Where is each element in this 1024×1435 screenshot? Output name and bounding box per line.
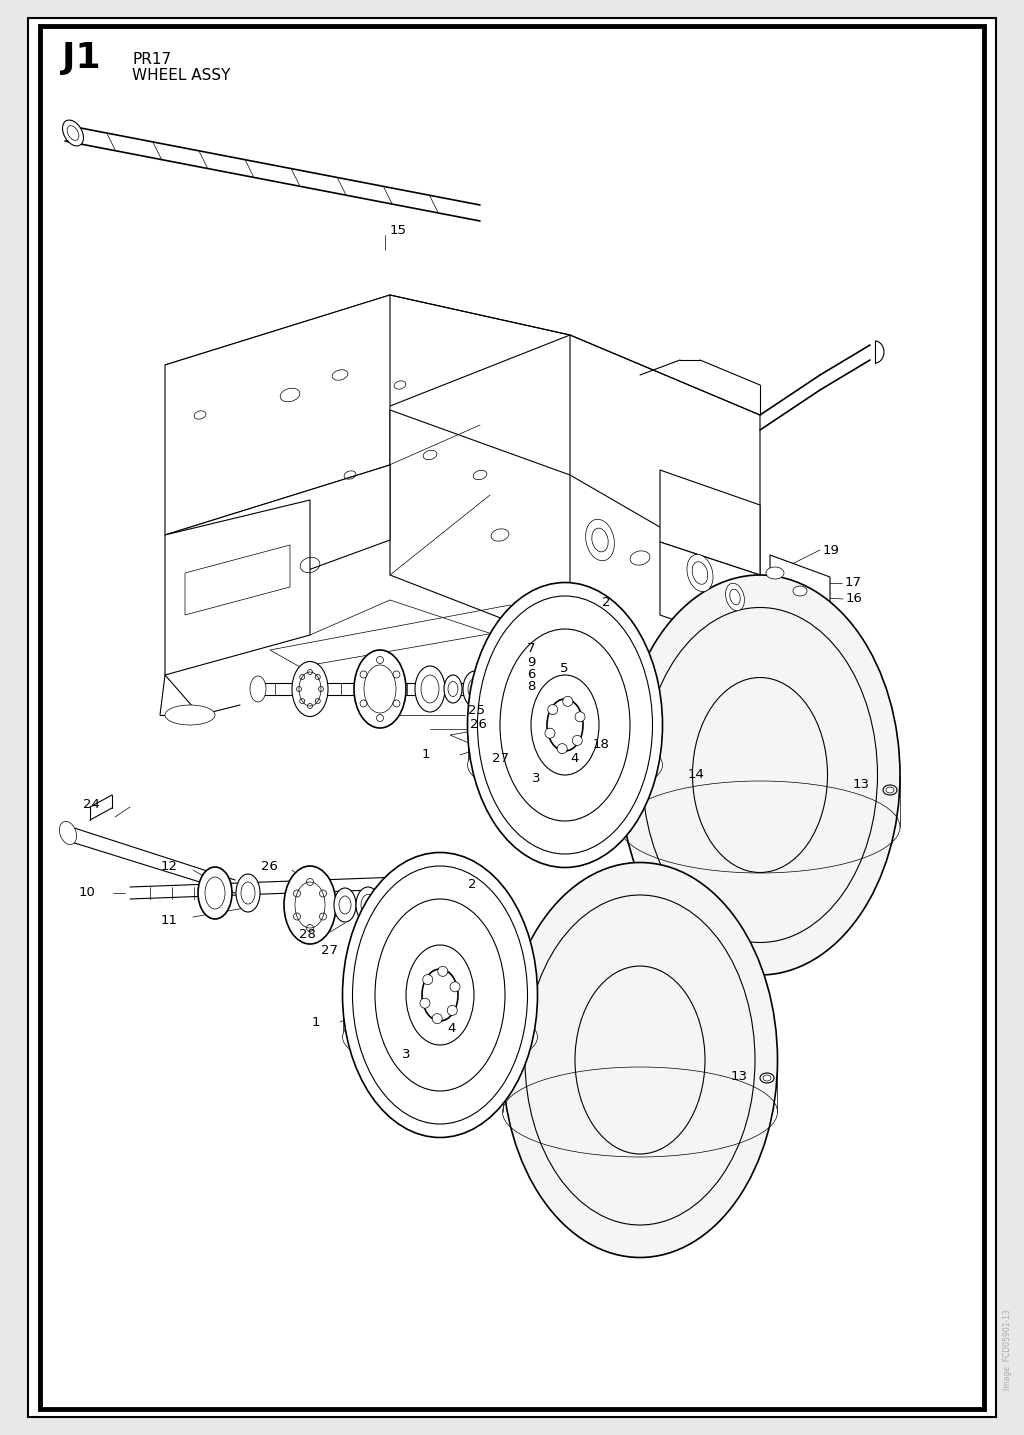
Ellipse shape	[292, 662, 328, 716]
Ellipse shape	[572, 735, 583, 745]
Ellipse shape	[563, 696, 572, 706]
Text: 11: 11	[161, 914, 178, 927]
Ellipse shape	[354, 650, 406, 728]
Ellipse shape	[450, 982, 460, 992]
Ellipse shape	[503, 862, 777, 1257]
Text: 16: 16	[846, 593, 863, 606]
Text: 26: 26	[470, 719, 486, 732]
Text: 6: 6	[527, 669, 536, 682]
Ellipse shape	[468, 583, 663, 868]
Ellipse shape	[59, 821, 77, 845]
Ellipse shape	[575, 712, 585, 722]
Polygon shape	[165, 465, 390, 596]
Text: 3: 3	[532, 772, 541, 785]
Text: 18: 18	[593, 738, 610, 751]
Ellipse shape	[198, 867, 232, 918]
Polygon shape	[165, 296, 390, 535]
Ellipse shape	[548, 705, 558, 715]
Text: 1: 1	[422, 749, 430, 762]
Ellipse shape	[630, 551, 650, 565]
Text: Image: FCD05901-13: Image: FCD05901-13	[1004, 1309, 1013, 1391]
Polygon shape	[660, 542, 760, 650]
Text: 14: 14	[688, 769, 705, 782]
Text: 4: 4	[447, 1023, 456, 1036]
Ellipse shape	[438, 966, 447, 976]
Ellipse shape	[236, 874, 260, 913]
Ellipse shape	[687, 554, 713, 591]
Polygon shape	[165, 499, 310, 674]
FancyBboxPatch shape	[28, 19, 996, 1416]
Polygon shape	[165, 296, 570, 410]
Polygon shape	[570, 334, 760, 585]
Text: 27: 27	[321, 943, 338, 957]
Text: 15: 15	[390, 224, 407, 237]
Ellipse shape	[447, 1006, 458, 1016]
Text: J1: J1	[62, 42, 100, 75]
Text: 9: 9	[527, 656, 536, 669]
Ellipse shape	[334, 888, 356, 923]
Polygon shape	[770, 555, 830, 636]
Ellipse shape	[165, 705, 215, 725]
Ellipse shape	[883, 785, 897, 795]
Text: 13: 13	[853, 779, 870, 792]
Ellipse shape	[793, 585, 807, 596]
Ellipse shape	[620, 575, 900, 974]
Text: 17: 17	[845, 577, 862, 590]
Ellipse shape	[415, 666, 445, 712]
Polygon shape	[185, 545, 290, 616]
Ellipse shape	[432, 1013, 442, 1023]
Text: 27: 27	[492, 752, 509, 765]
Text: PR17: PR17	[132, 52, 171, 67]
Ellipse shape	[342, 852, 538, 1138]
Text: 7: 7	[527, 643, 536, 656]
Text: 3: 3	[402, 1048, 411, 1060]
Ellipse shape	[760, 1073, 774, 1083]
Text: WHEEL ASSY: WHEEL ASSY	[132, 67, 230, 83]
Text: 10: 10	[78, 887, 95, 900]
Ellipse shape	[726, 583, 744, 611]
Polygon shape	[450, 695, 800, 791]
Ellipse shape	[531, 699, 549, 710]
Ellipse shape	[586, 519, 614, 561]
Ellipse shape	[468, 732, 663, 798]
Text: 8: 8	[527, 680, 536, 693]
Text: 13: 13	[731, 1071, 748, 1083]
Text: 2: 2	[468, 878, 476, 891]
Ellipse shape	[250, 676, 266, 702]
Ellipse shape	[284, 865, 336, 944]
Ellipse shape	[342, 1004, 538, 1069]
Ellipse shape	[444, 674, 462, 703]
Text: 4: 4	[570, 752, 579, 765]
Polygon shape	[390, 410, 570, 644]
Polygon shape	[660, 471, 760, 575]
Ellipse shape	[766, 567, 784, 578]
Text: 1: 1	[311, 1016, 319, 1029]
Text: 26: 26	[261, 861, 278, 874]
Text: 19: 19	[823, 544, 840, 557]
Text: 25: 25	[468, 705, 485, 718]
Text: 24: 24	[83, 798, 100, 812]
Text: 5: 5	[560, 662, 568, 674]
Text: 28: 28	[299, 928, 316, 941]
Ellipse shape	[423, 974, 433, 984]
Ellipse shape	[420, 999, 430, 1009]
Text: 12: 12	[161, 861, 178, 874]
Ellipse shape	[62, 121, 84, 146]
Text: 2: 2	[602, 597, 610, 610]
Ellipse shape	[463, 672, 487, 707]
Ellipse shape	[557, 743, 567, 753]
Ellipse shape	[356, 887, 380, 923]
Ellipse shape	[545, 728, 555, 738]
